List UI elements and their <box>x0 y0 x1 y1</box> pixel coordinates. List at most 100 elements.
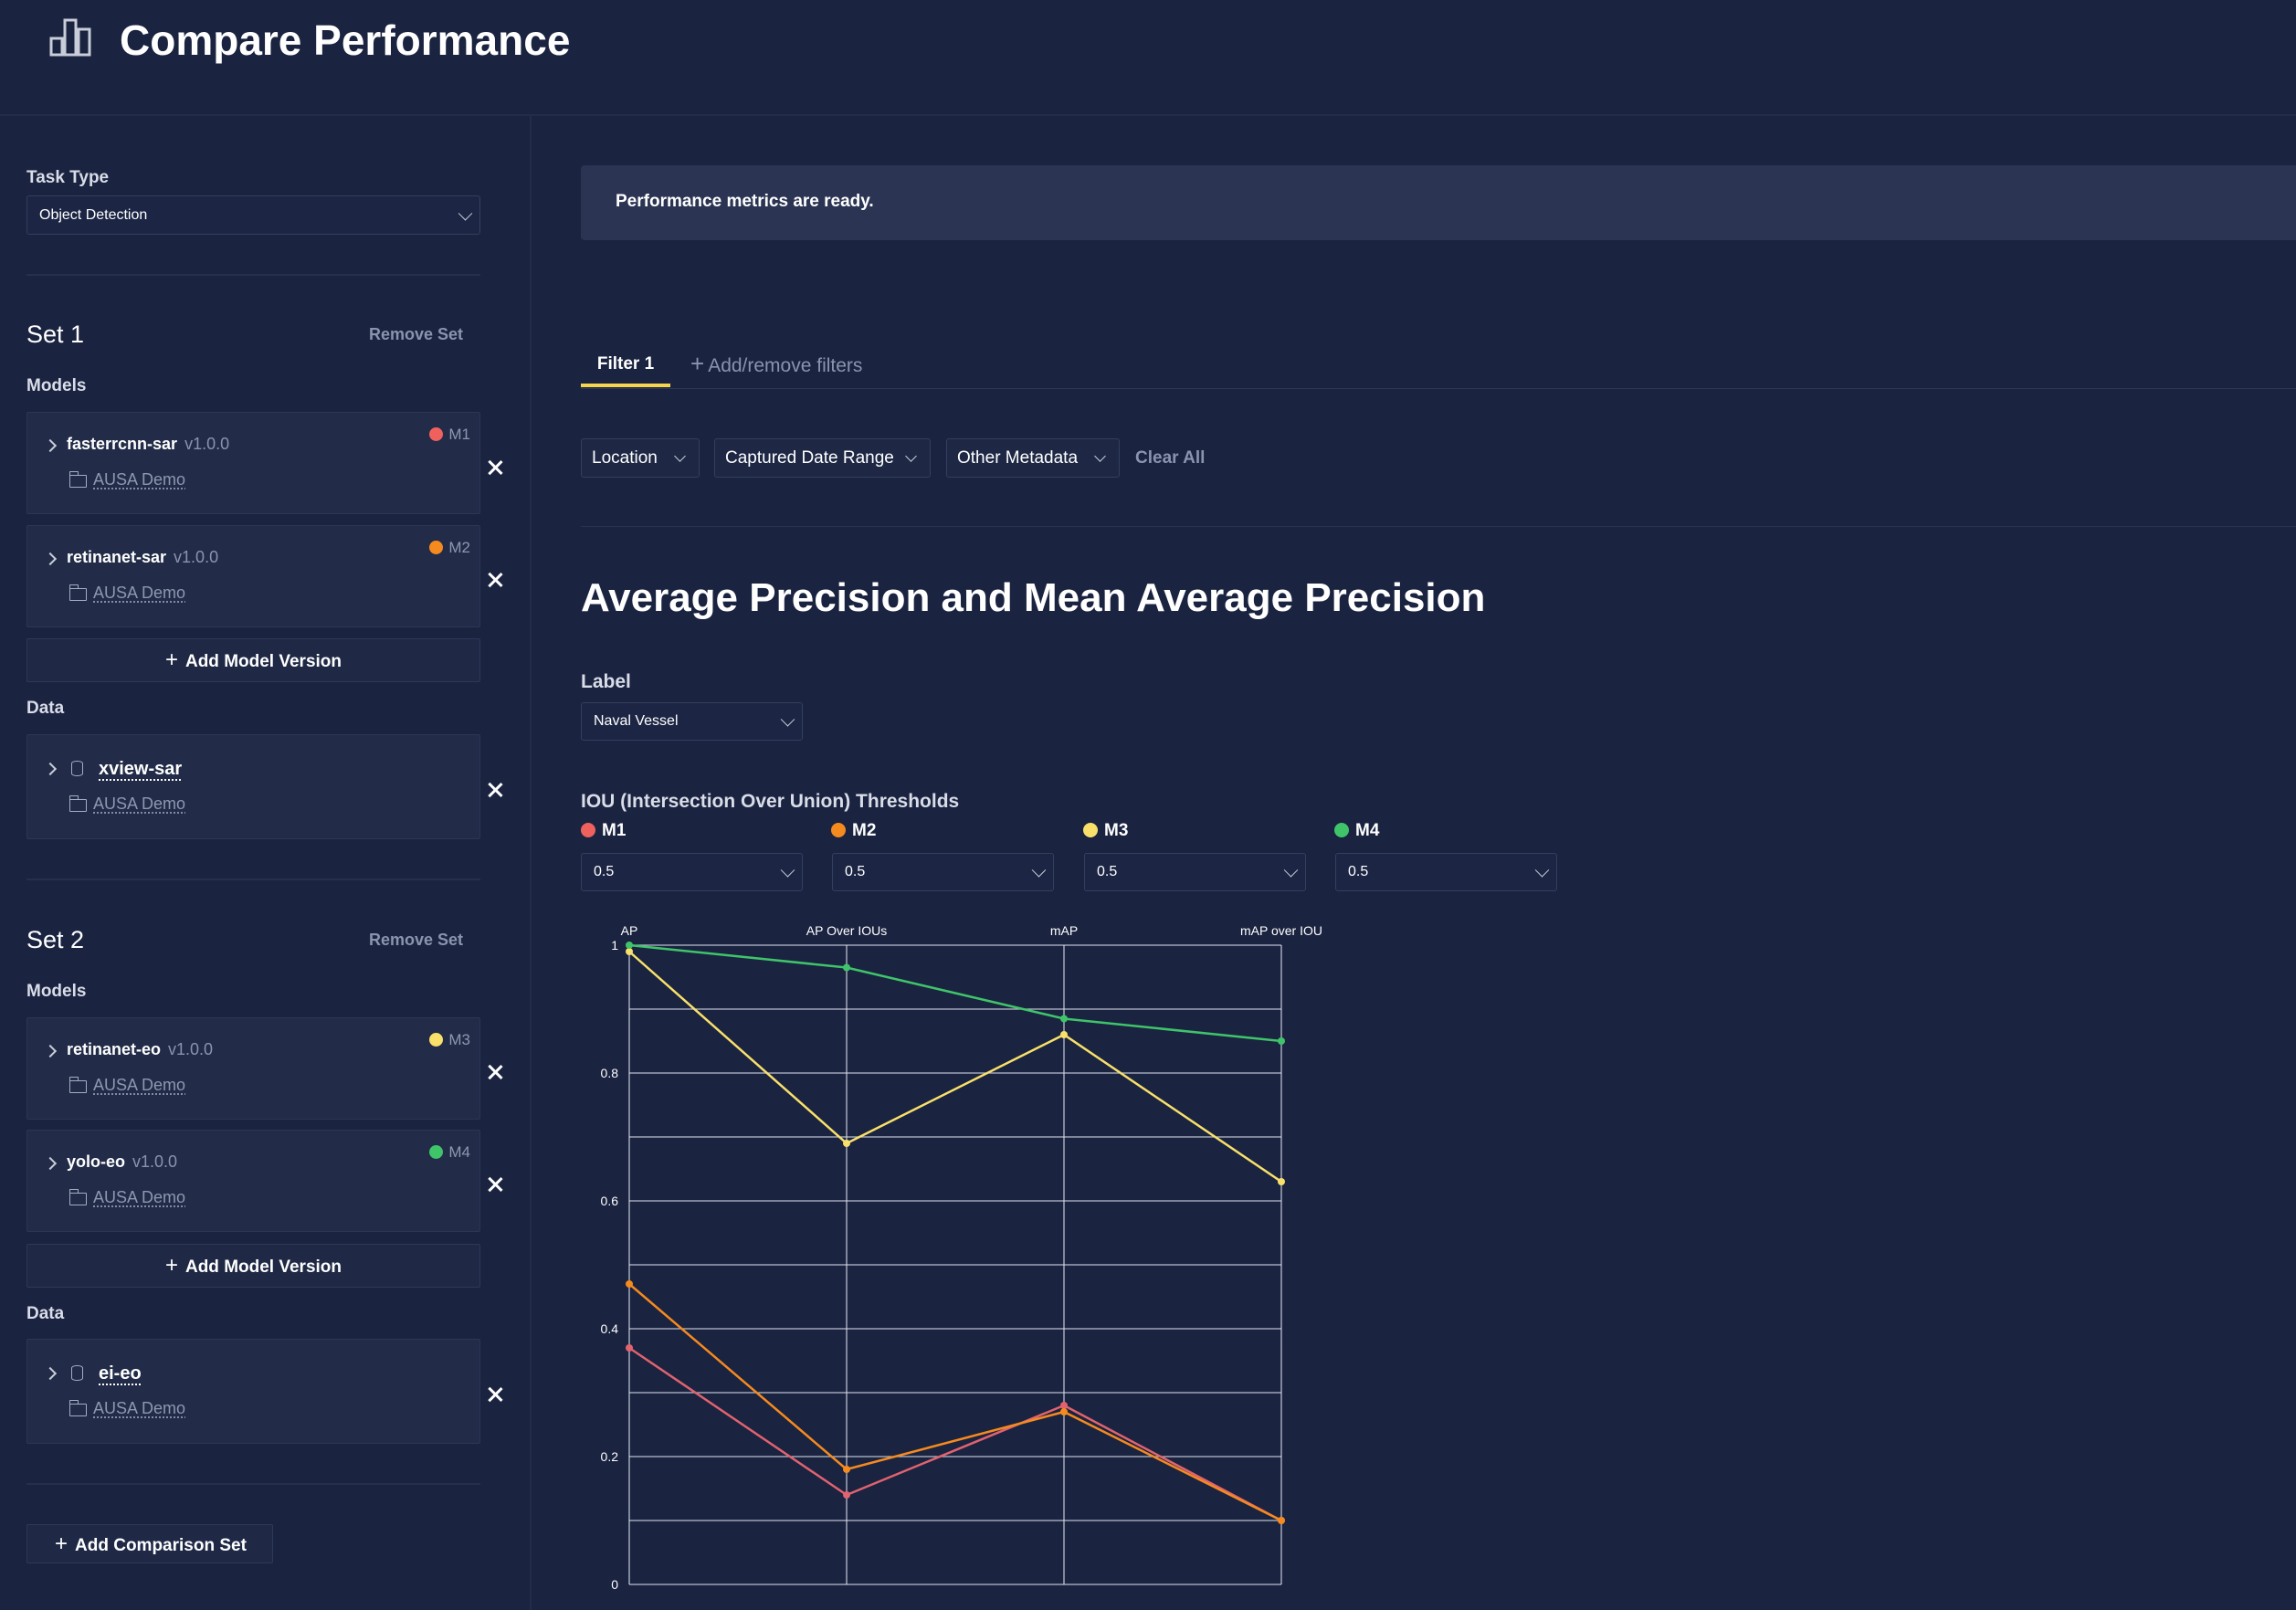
data-card-set-2[interactable]: ei-eo AUSA Demo <box>26 1339 480 1444</box>
iou-m4-select[interactable]: 0.5 <box>1335 853 1557 891</box>
chevron-down-icon <box>1094 450 1106 462</box>
add-model-version-set-2-button[interactable]: + Add Model Version <box>26 1244 480 1288</box>
divider <box>581 526 2296 527</box>
data-point-m1 <box>1060 1402 1068 1409</box>
dataset-name[interactable]: xview-sar <box>99 759 183 779</box>
chevron-right-icon[interactable] <box>43 438 58 453</box>
other-metadata-filter[interactable]: Other Metadata <box>946 438 1120 478</box>
iou-m3-value: 0.5 <box>1097 864 1118 879</box>
model-card-m4[interactable]: yolo-eo v1.0.0 M4 AUSA Demo <box>26 1130 480 1232</box>
label-select[interactable]: Naval Vessel <box>581 702 803 741</box>
iou-m2-value: 0.5 <box>845 864 866 879</box>
chevron-right-icon[interactable] <box>43 552 58 566</box>
folder-icon <box>68 471 87 488</box>
data-point-m4 <box>1278 1037 1285 1045</box>
task-type-value: Object Detection <box>39 206 148 223</box>
folder-icon <box>68 1077 87 1093</box>
remove-data-set-1-button[interactable] <box>486 781 504 799</box>
y-tick-label: 0.8 <box>601 1066 619 1080</box>
iou-m1-label: M1 <box>581 821 626 841</box>
plus-icon: + <box>55 1531 68 1556</box>
iou-m2-name: M2 <box>852 821 877 840</box>
iou-m3-select[interactable]: 0.5 <box>1084 853 1306 891</box>
clear-all-button[interactable]: Clear All <box>1135 448 1206 468</box>
database-icon <box>71 1365 83 1381</box>
add-remove-filters-label: Add/remove filters <box>708 355 863 376</box>
remove-model-m2-button[interactable] <box>486 571 504 589</box>
remove-model-m4-button[interactable] <box>486 1175 504 1194</box>
set-1-data-label: Data <box>26 699 65 718</box>
data-card-set-1[interactable]: xview-sar AUSA Demo <box>26 734 480 839</box>
x-tick-label: AP <box>621 923 638 938</box>
captured-date-range-filter[interactable]: Captured Date Range <box>714 438 931 478</box>
data-point-m2 <box>843 1466 850 1473</box>
location-filter[interactable]: Location <box>581 438 700 478</box>
add-remove-filters-tab[interactable]: + Add/remove filters <box>690 350 862 378</box>
data-point-m4 <box>1060 1015 1068 1023</box>
add-comparison-set-button[interactable]: + Add Comparison Set <box>26 1524 273 1563</box>
chevron-right-icon[interactable] <box>43 1156 58 1171</box>
divider <box>26 879 480 880</box>
bar-chart-icon <box>49 18 91 57</box>
iou-m4-value: 0.5 <box>1348 864 1369 879</box>
iou-m1-value: 0.5 <box>594 864 615 879</box>
series-line-m3 <box>628 951 1282 1184</box>
model-card-m1[interactable]: fasterrcnn-sar v1.0.0 M1 AUSA Demo <box>26 412 480 514</box>
database-icon <box>71 761 83 776</box>
iou-m3-label: M3 <box>1083 821 1128 841</box>
dataset-name[interactable]: ei-eo <box>99 1363 142 1384</box>
model-card-m2[interactable]: retinanet-sar v1.0.0 M2 AUSA Demo <box>26 525 480 627</box>
label-field-label: Label <box>581 671 631 692</box>
remove-data-set-2-button[interactable] <box>486 1385 504 1404</box>
model-tag: M3 <box>448 1031 470 1048</box>
project-link[interactable]: AUSA Demo <box>93 584 186 602</box>
task-type-select[interactable]: Object Detection <box>26 195 480 235</box>
y-tick-label: 0.6 <box>601 1194 619 1208</box>
project-link[interactable]: AUSA Demo <box>93 794 186 813</box>
m4-color-dot <box>1334 823 1349 837</box>
project-link[interactable]: AUSA Demo <box>93 1076 186 1094</box>
remove-set-1-button[interactable]: Remove Set <box>369 325 464 343</box>
chevron-right-icon[interactable] <box>43 1366 58 1381</box>
add-model-version-set-1-button[interactable]: + Add Model Version <box>26 638 480 682</box>
plus-icon: + <box>164 647 178 672</box>
divider <box>26 1483 480 1485</box>
model-card-m3[interactable]: retinanet-eo v1.0.0 M3 AUSA Demo <box>26 1017 480 1120</box>
chevron-right-icon[interactable] <box>43 1044 58 1058</box>
iou-m2-label: M2 <box>831 821 876 841</box>
project-link[interactable]: AUSA Demo <box>93 1188 186 1206</box>
series-line-m1 <box>628 1346 1282 1522</box>
data-point-m1 <box>843 1491 850 1499</box>
project-link[interactable]: AUSA Demo <box>93 470 186 489</box>
plus-icon: + <box>164 1253 178 1278</box>
remove-model-m1-button[interactable] <box>486 458 504 477</box>
chevron-down-icon <box>780 863 795 878</box>
set-2-data-label: Data <box>26 1304 65 1323</box>
tabs-underline <box>581 388 2296 389</box>
m2-color-dot <box>429 541 444 554</box>
iou-m2-select[interactable]: 0.5 <box>832 853 1054 891</box>
remove-model-m3-button[interactable] <box>486 1063 504 1081</box>
data-point-m3 <box>843 1140 850 1147</box>
chevron-right-icon[interactable] <box>43 762 58 776</box>
y-tick-label: 0 <box>611 1577 618 1592</box>
iou-m1-select[interactable]: 0.5 <box>581 853 803 891</box>
chevron-down-icon <box>1031 863 1047 878</box>
series-line-m2 <box>628 1283 1282 1522</box>
m1-color-dot <box>429 427 444 441</box>
chevron-down-icon <box>458 205 473 221</box>
remove-set-2-button[interactable]: Remove Set <box>369 931 464 949</box>
project-link[interactable]: AUSA Demo <box>93 1399 186 1417</box>
y-tick-label: 0.4 <box>601 1321 619 1336</box>
data-point-m3 <box>626 948 633 955</box>
date-filter-label: Captured Date Range <box>725 448 894 468</box>
tab-filter-1[interactable]: Filter 1 <box>581 349 670 387</box>
task-type-label: Task Type <box>26 168 110 187</box>
m4-color-dot <box>429 1145 444 1159</box>
chevron-down-icon <box>780 712 795 727</box>
folder-icon <box>68 795 87 812</box>
model-version: v1.0.0 <box>168 1040 214 1058</box>
folder-icon <box>68 584 87 601</box>
add-model-label: Add Model Version <box>184 1257 342 1277</box>
chevron-down-icon <box>674 450 686 462</box>
